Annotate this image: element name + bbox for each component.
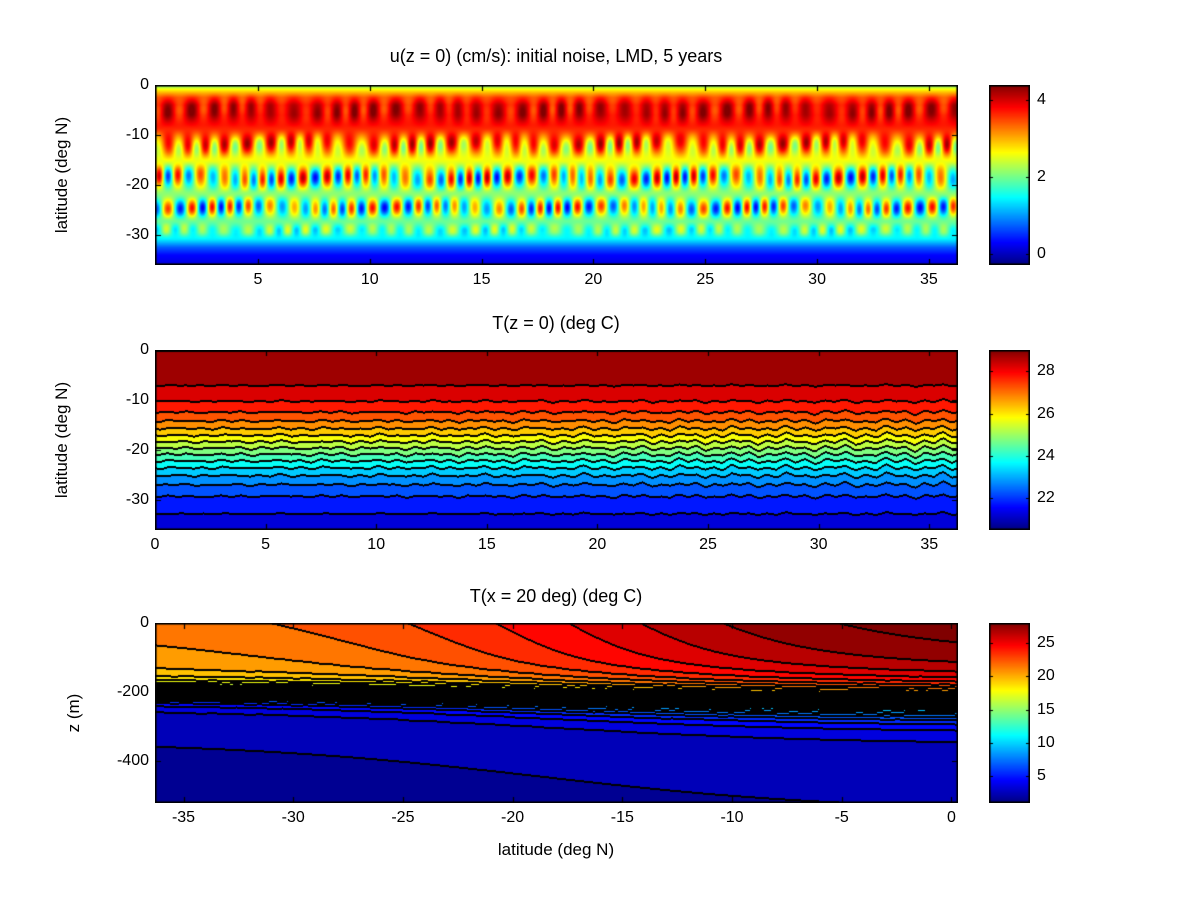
panel1-colorbar-tick-label: 0 [1037,244,1046,262]
panel3-colorbar-tick-label: 20 [1037,667,1055,685]
panel2-colorbar-tick-label: 22 [1037,489,1055,507]
panel2-colorbar-tick-label: 28 [1037,362,1055,380]
panel3-x-tick-label: -20 [501,809,525,826]
panel2-x-tick-label: 30 [809,536,828,553]
panel2-x-tick-label: 15 [477,536,496,553]
panel2-x-tick-label: 10 [367,536,386,553]
panel3-colorbar-tick-label: 15 [1037,700,1055,718]
panel3-x-axis-label: latitude (deg N) [497,840,615,859]
panel2-x-tick-label: 20 [588,536,607,553]
panel1-heatmap-plot-area [155,85,958,265]
panel1-y-tick-label: -10 [125,126,149,143]
panel3-y-tick-label: -400 [116,752,149,770]
panel1-x-tick-label: 30 [808,271,826,288]
panel1-y-tick-label: 0 [140,76,149,93]
panel1-x-tick-label: 10 [360,271,379,288]
panel3-y-tick-label: -200 [116,683,149,701]
panel1-colorbar [989,85,1030,265]
panel2-x-tick-label: 0 [150,536,160,553]
panel1-y-tick-label: -30 [125,226,149,243]
panel2-x-tick-label: 5 [261,536,271,553]
panel1-x-tick-label: 25 [696,271,715,288]
panel2-colorbar-tick-label: 26 [1037,404,1055,422]
panel3-y-axis-label: z (m) [64,693,83,733]
panel1-x-tick-label: 35 [920,271,938,288]
panel3-contour-plot-area [155,623,958,803]
panel2-title: T(z = 0) (deg C) [492,313,620,333]
panel2-y-tick-label: 0 [140,341,149,358]
panel3-title: T(x = 20 deg) (deg C) [469,586,643,606]
panel3-x-tick-label: -25 [391,809,415,826]
panel2-y-tick-label: -30 [125,491,149,508]
panel3-colorbar-tick-label: 5 [1037,767,1046,785]
panel3-x-tick-label: -15 [610,809,634,826]
panel1-y-tick-label: -20 [125,176,149,193]
panel3-y-tick-label: 0 [140,614,149,631]
panel3-x-tick-label: 0 [946,809,956,826]
panel3-x-tick-label: -10 [720,809,744,826]
panel3-x-tick-label: -35 [171,809,196,826]
panel1-x-tick-label: 20 [584,271,603,288]
panel1-y-axis-label: latitude (deg N) [52,116,71,234]
panel2-contour-plot-area [155,350,958,530]
panel3-x-tick-label: -5 [834,809,849,826]
panel2-x-tick-label: 25 [699,536,717,553]
panel3-x-tick-label: -30 [281,809,305,826]
panel2-colorbar-tick-label: 24 [1037,446,1055,464]
panel1-x-tick-label: 5 [253,271,263,288]
panel2-y-tick-label: -10 [125,391,149,408]
panel3-colorbar-tick-label: 10 [1037,734,1055,751]
panel1-title: u(z = 0) (cm/s): initial noise, LMD, 5 y… [389,46,723,66]
panel2-y-tick-label: -20 [125,441,149,458]
panel1-x-tick-label: 15 [472,271,491,288]
panel3-colorbar-tick-label: 25 [1037,634,1055,651]
panel1-colorbar-tick-label: 4 [1037,91,1046,109]
panel2-colorbar [989,350,1030,530]
panel1-colorbar-tick-label: 2 [1037,167,1046,185]
panel2-y-axis-label: latitude (deg N) [52,381,71,499]
panel2-x-tick-label: 35 [920,536,939,553]
panel3-colorbar [989,623,1030,803]
